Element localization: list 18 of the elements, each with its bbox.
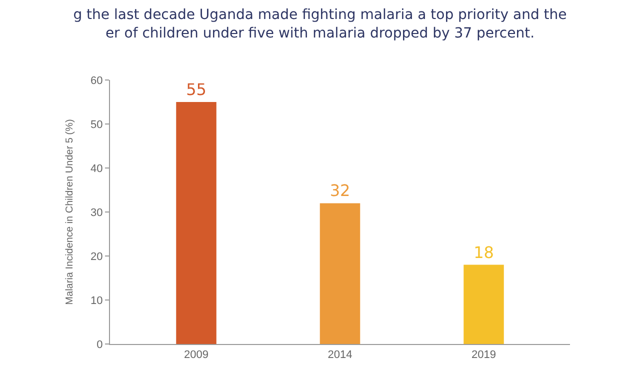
y-tick-label: 30 <box>90 206 103 219</box>
y-tick-label: 60 <box>90 74 103 87</box>
y-tick-label: 0 <box>96 338 103 351</box>
data-label: 55 <box>186 80 206 99</box>
data-label: 18 <box>474 242 494 262</box>
bar <box>464 264 504 344</box>
y-tick-label: 40 <box>90 162 103 175</box>
chart-title: g the last decade Uganda made fighting malaria a top priority and the er of children under five with malaria dropped by 37 percent. <box>73 7 567 42</box>
x-tick-label: 2009 <box>184 349 208 362</box>
y-axis-title: Malaria Incidence in Children Under 5 (%) <box>64 119 76 305</box>
data-label: 32 <box>330 181 350 200</box>
bar <box>176 102 216 344</box>
y-tick-label: 50 <box>90 118 103 131</box>
bar <box>320 203 360 344</box>
x-tick-label: 2019 <box>472 349 496 362</box>
y-tick-label: 20 <box>90 250 103 263</box>
x-tick-label: 2014 <box>328 349 352 362</box>
y-tick-label: 10 <box>90 294 103 307</box>
